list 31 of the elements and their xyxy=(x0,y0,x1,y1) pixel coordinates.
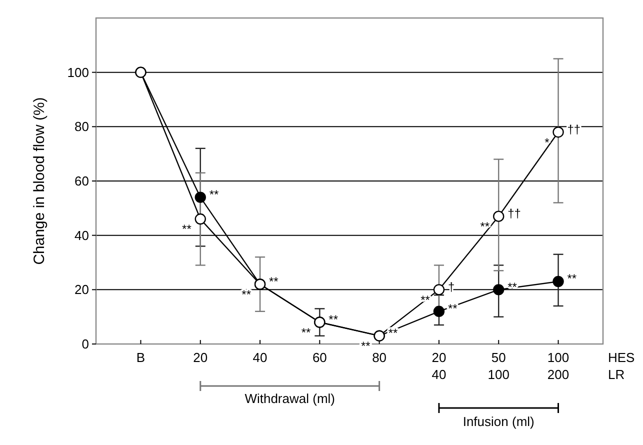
text: LR xyxy=(608,367,625,382)
annotation: ** xyxy=(242,287,252,302)
annotation: * xyxy=(544,135,550,150)
y-tick-label: 60 xyxy=(74,174,89,189)
x-tick-label: 20 40 xyxy=(432,350,446,382)
text: HES xyxy=(608,350,636,365)
x-tick-label: B xyxy=(136,350,146,365)
annotation: ** xyxy=(328,312,338,326)
y-tick-label: 20 xyxy=(74,282,89,298)
annotation: ** xyxy=(480,220,490,234)
x-tick-label: 20 xyxy=(193,350,208,365)
annotation: ** xyxy=(209,188,220,202)
annotation: †† xyxy=(508,206,521,221)
y-tick-label: 40 xyxy=(74,228,89,243)
y-tick-label: 80 xyxy=(74,119,89,134)
annotation: ** xyxy=(269,274,279,288)
y-axis-title: Change in blood flow (%) xyxy=(31,97,48,265)
annotation: ** xyxy=(360,339,371,354)
x-tick-label: 80 xyxy=(372,350,387,365)
text: Infusion (ml) xyxy=(462,414,534,429)
x-tick-label: 40 xyxy=(252,350,268,365)
x-tick-label: 100 200 xyxy=(547,350,570,382)
annotation: ** xyxy=(301,325,312,340)
annotation: ** xyxy=(567,272,577,286)
x-tick-label: 50 100 xyxy=(488,350,510,382)
y-tick-label: 100 xyxy=(67,64,89,80)
annotation: ** xyxy=(182,222,192,236)
text: Withdrawal (ml) xyxy=(244,391,335,406)
annotation: ** xyxy=(508,280,518,294)
y-tick-label: 0 xyxy=(82,336,89,352)
x-tick-label: 60 xyxy=(312,350,327,365)
